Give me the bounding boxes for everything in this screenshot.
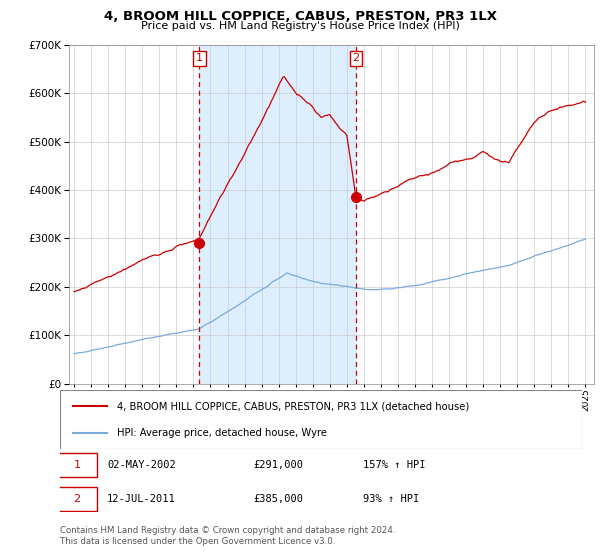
Text: 1: 1 (196, 53, 203, 63)
Text: Contains HM Land Registry data © Crown copyright and database right 2024.
This d: Contains HM Land Registry data © Crown c… (60, 526, 395, 546)
Text: 4, BROOM HILL COPPICE, CABUS, PRESTON, PR3 1LX (detached house): 4, BROOM HILL COPPICE, CABUS, PRESTON, P… (118, 401, 470, 411)
Text: 93% ↑ HPI: 93% ↑ HPI (363, 494, 419, 504)
FancyBboxPatch shape (58, 453, 97, 477)
Bar (199, 45, 356, 384)
Text: Price paid vs. HM Land Registry's House Price Index (HPI): Price paid vs. HM Land Registry's House … (140, 21, 460, 31)
Text: 157% ↑ HPI: 157% ↑ HPI (363, 460, 425, 470)
Text: 2: 2 (352, 53, 359, 63)
Text: 2: 2 (73, 494, 80, 504)
Text: HPI: Average price, detached house, Wyre: HPI: Average price, detached house, Wyre (118, 428, 328, 438)
Text: £291,000: £291,000 (253, 460, 303, 470)
FancyBboxPatch shape (58, 487, 97, 511)
Text: 02-MAY-2002: 02-MAY-2002 (107, 460, 176, 470)
Text: 12-JUL-2011: 12-JUL-2011 (107, 494, 176, 504)
Text: £385,000: £385,000 (253, 494, 303, 504)
Text: 4, BROOM HILL COPPICE, CABUS, PRESTON, PR3 1LX: 4, BROOM HILL COPPICE, CABUS, PRESTON, P… (104, 10, 497, 23)
Text: 1: 1 (73, 460, 80, 470)
